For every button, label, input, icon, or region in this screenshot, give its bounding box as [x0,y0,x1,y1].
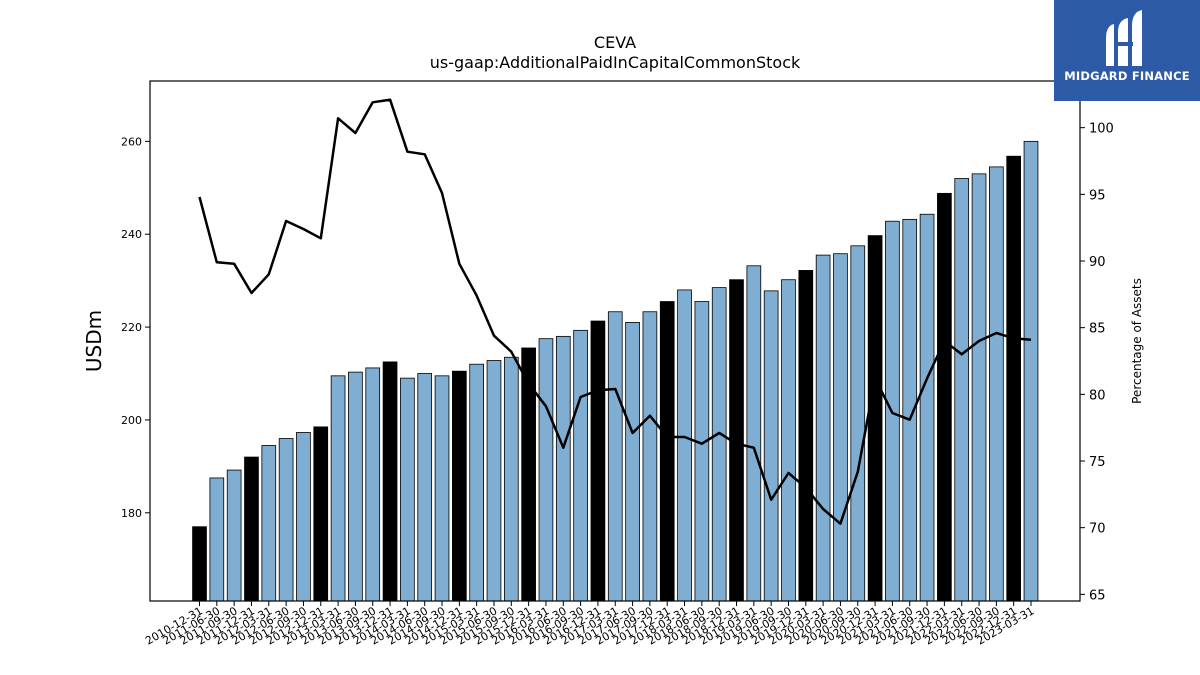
y-axis-label: USDm [82,310,106,372]
bar [313,426,329,602]
bar [400,377,415,602]
bar [365,367,381,602]
y2-tick-label: 100 [1089,122,1114,137]
bar [867,235,883,602]
bar [590,320,606,602]
bar [417,373,433,602]
y-tick-label: 180 [121,507,142,520]
bar [659,301,675,602]
bar [989,166,1004,602]
bar [382,361,398,602]
percentage-of-assets-line [198,98,1032,525]
bar [919,213,935,602]
bar [209,477,225,602]
bar [937,192,952,602]
y2-tick-label: 70 [1089,522,1106,537]
bar [226,469,242,602]
bar [434,375,450,602]
bar [469,363,484,602]
bar [503,356,519,602]
bar [694,301,710,602]
bar [971,173,987,602]
y2-tick-label: 85 [1089,322,1106,337]
bar [261,445,277,602]
bar [521,347,536,602]
bar [607,311,623,602]
bar [296,432,311,602]
y2-axis-label: Percentage of Assets [1130,278,1144,404]
bar [763,290,779,602]
chart-title: CEVA [593,33,637,52]
bar [798,270,814,602]
y-tick-label: 200 [121,414,142,427]
bar [573,329,588,602]
bar [954,178,970,602]
bar [815,254,831,602]
bar [538,338,554,602]
chart-subtitle: us-gaap:AdditionalPaidInCapitalCommonSto… [429,53,801,72]
midgard-finance-logo: MIDGARD FINANCE [1054,0,1200,101]
bar [711,287,727,602]
y2-tick-label: 75 [1089,455,1106,470]
bar [1006,155,1022,602]
midgard-logo-icon [1106,10,1142,66]
bar [330,375,346,602]
y-tick-label: 240 [121,228,142,241]
y2-tick-label: 95 [1089,188,1106,203]
bar [486,360,502,602]
bar [625,322,640,602]
y-tick-label: 220 [121,321,142,334]
bar [746,265,762,602]
bar [1023,140,1039,602]
y2-tick-label: 90 [1089,255,1106,270]
bar [642,311,658,602]
bar [452,370,467,602]
bar [192,526,207,602]
y2-tick-label: 80 [1089,388,1106,403]
y2-tick-label: 65 [1089,588,1106,603]
bar [348,371,363,602]
bar [850,245,866,602]
y-tick-label: 260 [121,135,142,148]
bar [781,279,796,602]
bar [278,438,294,602]
bar [244,456,259,602]
bar [833,253,848,602]
bar [555,335,571,602]
bar [677,289,692,602]
logo-text: MIDGARD FINANCE [1064,69,1190,83]
